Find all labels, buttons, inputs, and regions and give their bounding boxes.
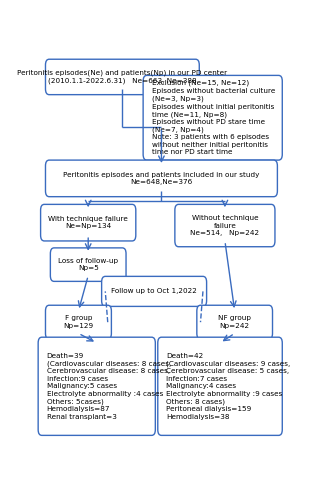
Text: Death=42
(Cardiovascular diseases: 9 cases,
Cerebrovascular disease: 5 cases,
In: Death=42 (Cardiovascular diseases: 9 cas… bbox=[166, 353, 290, 420]
Text: Death=39
(Cardiovascular diseases: 8 cases,
Cerebrovascular disease: 8 cases,
In: Death=39 (Cardiovascular diseases: 8 cas… bbox=[47, 353, 171, 420]
Text: Peritonitis episodes and patients included in our study
Ne=648,Ne=376: Peritonitis episodes and patients includ… bbox=[63, 172, 260, 185]
Text: With technique failure
Ne=Np=134: With technique failure Ne=Np=134 bbox=[48, 216, 128, 230]
FancyBboxPatch shape bbox=[41, 204, 136, 241]
Text: Peritonitis episodes(Ne) and patients(Np) in our PD center
(2010.1.1-2022.6.31) : Peritonitis episodes(Ne) and patients(Np… bbox=[17, 70, 227, 84]
Text: F group
Np=129: F group Np=129 bbox=[63, 316, 94, 329]
FancyBboxPatch shape bbox=[197, 305, 272, 339]
FancyBboxPatch shape bbox=[175, 204, 275, 246]
FancyBboxPatch shape bbox=[45, 305, 112, 339]
Text: Exclusion (Ne=15, Ne=12)
Episodes without bacterial culture
(Ne=3, Np=3)
Episode: Exclusion (Ne=15, Ne=12) Episodes withou… bbox=[152, 80, 275, 156]
FancyBboxPatch shape bbox=[158, 337, 282, 436]
Text: Without technique
failure
Ne=514,   Np=242: Without technique failure Ne=514, Np=242 bbox=[190, 215, 260, 236]
Text: Follow up to Oct 1,2022: Follow up to Oct 1,2022 bbox=[111, 288, 197, 294]
FancyBboxPatch shape bbox=[45, 59, 199, 94]
FancyBboxPatch shape bbox=[45, 160, 278, 196]
FancyBboxPatch shape bbox=[50, 248, 126, 282]
Text: NF group
Np=242: NF group Np=242 bbox=[218, 316, 251, 329]
FancyBboxPatch shape bbox=[102, 276, 207, 306]
FancyBboxPatch shape bbox=[38, 337, 155, 436]
FancyBboxPatch shape bbox=[143, 76, 282, 160]
Text: Loss of follow-up
Np=5: Loss of follow-up Np=5 bbox=[58, 258, 118, 272]
